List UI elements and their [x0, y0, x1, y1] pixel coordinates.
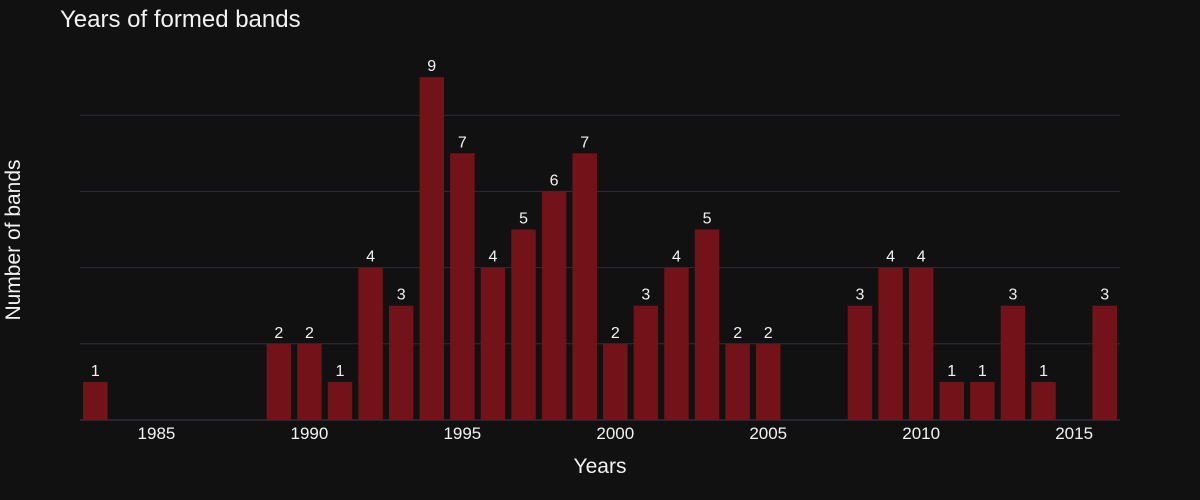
bar[interactable] — [725, 343, 750, 420]
bar[interactable] — [847, 305, 873, 420]
bar[interactable] — [327, 381, 353, 420]
data-label: 1 — [91, 363, 100, 380]
data-label: 4 — [672, 249, 681, 266]
data-label: 4 — [886, 249, 895, 266]
bar[interactable] — [480, 267, 506, 420]
bar[interactable] — [939, 381, 964, 420]
data-label: 3 — [641, 287, 650, 304]
bar[interactable] — [1092, 305, 1117, 420]
gridlines — [80, 114, 1120, 421]
bar[interactable] — [388, 305, 414, 420]
data-label: 2 — [611, 325, 620, 342]
x-axis-ticks: 1985 1990 1995 2000 2005 2010 2015 — [138, 424, 1093, 443]
bar[interactable] — [1031, 381, 1056, 420]
data-labels: 1 2 2 1 4 3 9 7 4 5 6 7 2 3 4 5 2 2 3 4 4 1 1 3 1 3 — [91, 58, 1109, 380]
data-label: 2 — [274, 325, 283, 342]
data-label: 7 — [580, 134, 589, 151]
bar[interactable] — [1000, 305, 1026, 420]
bar[interactable] — [419, 77, 444, 421]
data-label: 4 — [917, 249, 926, 266]
data-label: 9 — [427, 58, 436, 75]
bar[interactable] — [664, 267, 689, 420]
bar[interactable] — [694, 229, 720, 420]
bar[interactable] — [572, 153, 597, 421]
data-label: 6 — [550, 172, 559, 189]
data-label: 3 — [1008, 287, 1017, 304]
x-tick-label: 2010 — [902, 424, 940, 443]
data-label: 4 — [366, 249, 375, 266]
x-tick-label: 2000 — [596, 424, 634, 443]
x-tick-label: 2015 — [1055, 424, 1093, 443]
bar[interactable] — [450, 153, 475, 421]
bar[interactable] — [908, 267, 934, 420]
bar[interactable] — [541, 191, 567, 420]
x-tick-label: 1990 — [290, 424, 328, 443]
bar[interactable] — [297, 343, 322, 420]
data-label: 2 — [305, 325, 314, 342]
bar[interactable] — [756, 343, 781, 420]
x-axis-title: Years — [574, 455, 627, 478]
bar[interactable] — [83, 381, 108, 420]
data-label: 3 — [856, 287, 865, 304]
bar[interactable] — [878, 267, 903, 420]
data-label: 1 — [947, 363, 956, 380]
bar[interactable] — [970, 381, 995, 420]
data-label: 1 — [1039, 363, 1048, 380]
data-label: 5 — [519, 211, 528, 228]
bar[interactable] — [511, 229, 536, 420]
data-label: 2 — [733, 325, 742, 342]
chart-title: Years of formed bands — [60, 6, 301, 33]
x-tick-label: 1985 — [138, 424, 176, 443]
data-label: 3 — [1100, 287, 1109, 304]
data-label: 2 — [764, 325, 773, 342]
bar[interactable] — [633, 305, 659, 420]
data-label: 3 — [397, 287, 406, 304]
x-tick-label: 1995 — [443, 424, 481, 443]
bars — [83, 77, 1117, 421]
x-tick-label: 2005 — [749, 424, 787, 443]
data-label: 7 — [458, 134, 467, 151]
bar[interactable] — [603, 343, 628, 420]
data-label: 1 — [978, 363, 987, 380]
data-label: 1 — [336, 363, 345, 380]
data-label: 4 — [488, 249, 497, 266]
bar[interactable] — [266, 343, 292, 420]
bar[interactable] — [358, 267, 383, 420]
data-label: 5 — [703, 211, 712, 228]
y-axis-title: Number of bands — [2, 159, 25, 320]
